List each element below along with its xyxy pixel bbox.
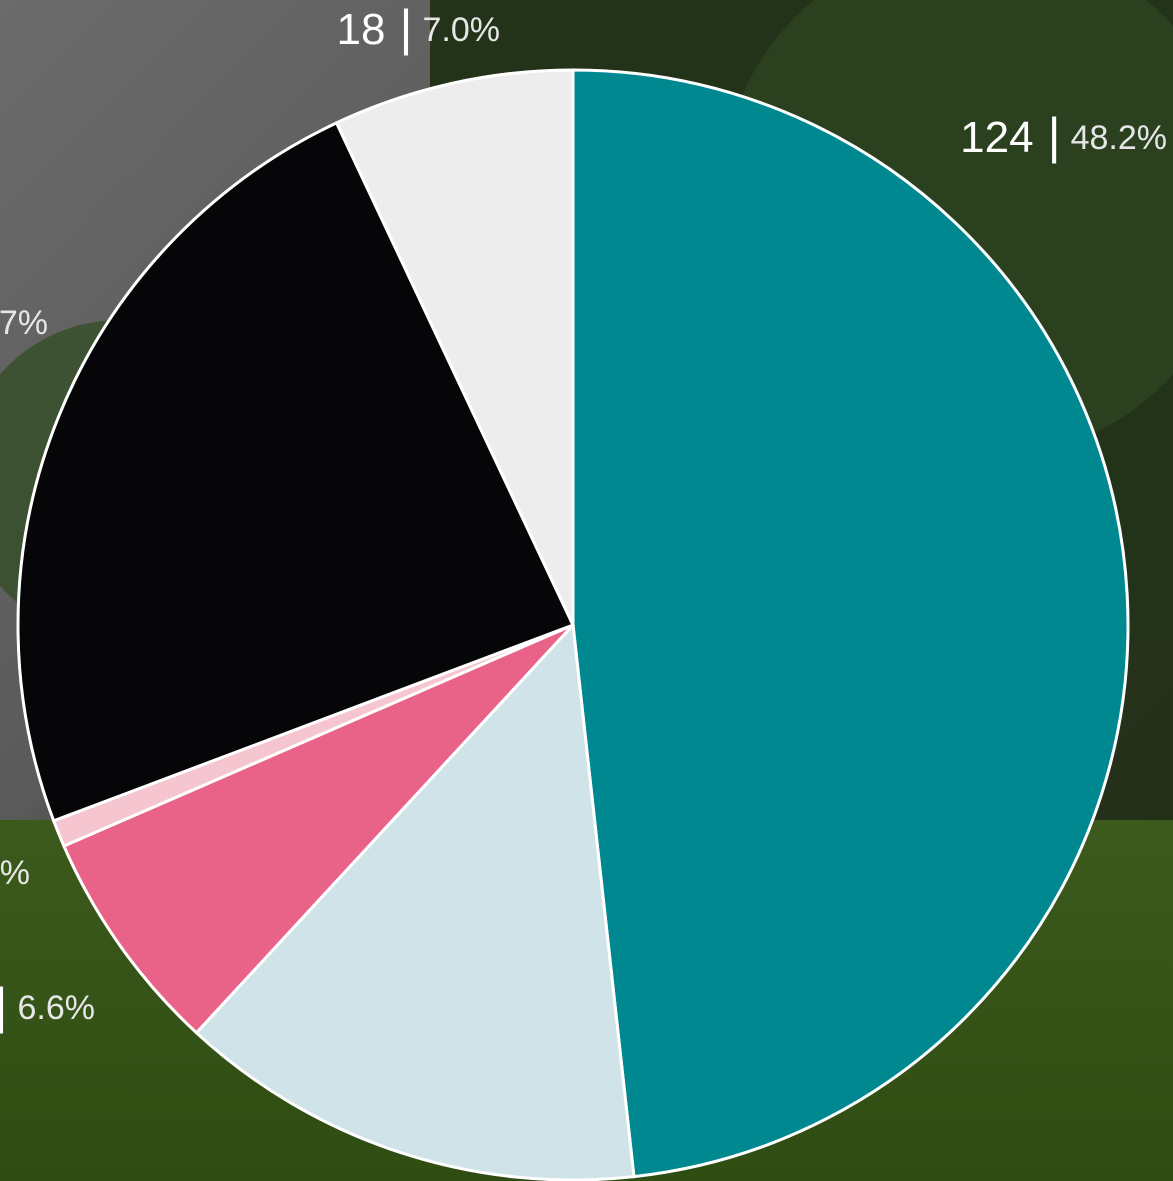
data-label: 124 | 48.2%: [960, 108, 1167, 164]
percent-label: 6.6%: [18, 989, 96, 1027]
pie-slice: [194, 621, 636, 1181]
labels: 124|48.2%17|6.6%2|0.8%61|23.7%18|7.0%: [0, 0, 1167, 1034]
percent-label: 0.8%: [0, 854, 30, 892]
percent-label: 48.2%: [1071, 119, 1167, 157]
pie: [16, 68, 1130, 1181]
separator: |: [1048, 108, 1061, 164]
percent-label: 23.7%: [0, 304, 48, 342]
percent-label: 7.0%: [423, 11, 501, 49]
data-label: 18 | 7.0%: [337, 0, 500, 56]
pie-slice: [61, 623, 575, 1035]
separator: |: [400, 0, 413, 56]
pie-slice: [16, 120, 576, 823]
count-label: 18: [337, 5, 386, 54]
data-label: 2|0.8%: [0, 843, 30, 899]
data-label: 61|23.7%: [0, 293, 48, 349]
pie-slice: [571, 68, 1130, 1179]
pie-slice: [334, 68, 575, 626]
count-label: 124: [960, 113, 1033, 162]
separator: |: [0, 978, 8, 1034]
data-label: 17|6.6%: [0, 978, 95, 1034]
